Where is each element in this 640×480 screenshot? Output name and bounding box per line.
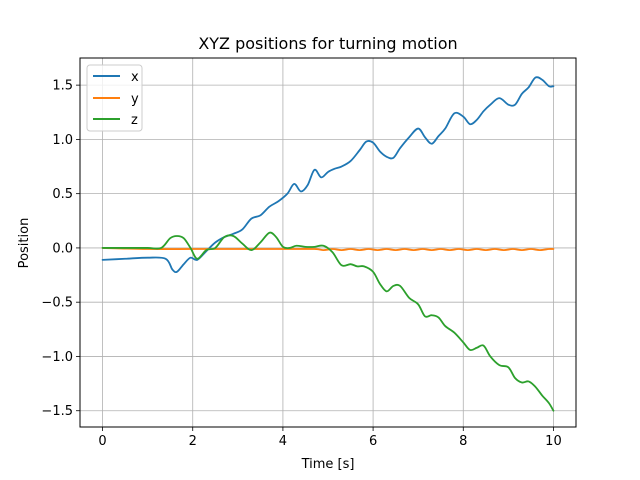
x-tick-label: 8 [459, 434, 467, 449]
y-axis-ticks: −1.5 −1.0 −0.5 0.0 0.5 1.0 1.5 [41, 79, 80, 419]
y-tick-label: 0.0 [52, 241, 73, 256]
series-line-y [101, 247, 555, 251]
legend-label-y: y [131, 92, 139, 107]
x-tick-label: 0 [98, 434, 106, 449]
y-tick-label: −1.0 [41, 350, 73, 365]
chart-title: XYZ positions for turning motion [198, 34, 457, 53]
x-tick-label: 6 [369, 434, 377, 449]
plot-frame [79, 57, 577, 428]
x-axis-label: Time [s] [301, 457, 355, 472]
legend-label-x: x [131, 70, 139, 85]
y-tick-label: 1.0 [52, 133, 73, 148]
legend: x y z [86, 64, 143, 132]
series-line-z [101, 231, 555, 412]
y-tick-label: 1.5 [52, 79, 73, 94]
legend-label-z: z [131, 113, 138, 128]
x-tick-label: 10 [545, 434, 562, 449]
series-lines [101, 76, 555, 412]
y-tick-label: −1.5 [41, 404, 73, 419]
x-tick-label: 4 [279, 434, 287, 449]
x-tick-label: 2 [189, 434, 197, 449]
x-axis-ticks: 0 2 4 6 8 10 [98, 427, 562, 449]
y-tick-label: −0.5 [41, 296, 73, 311]
y-tick-label: 0.5 [52, 187, 73, 202]
y-axis-label: Position [17, 218, 32, 269]
